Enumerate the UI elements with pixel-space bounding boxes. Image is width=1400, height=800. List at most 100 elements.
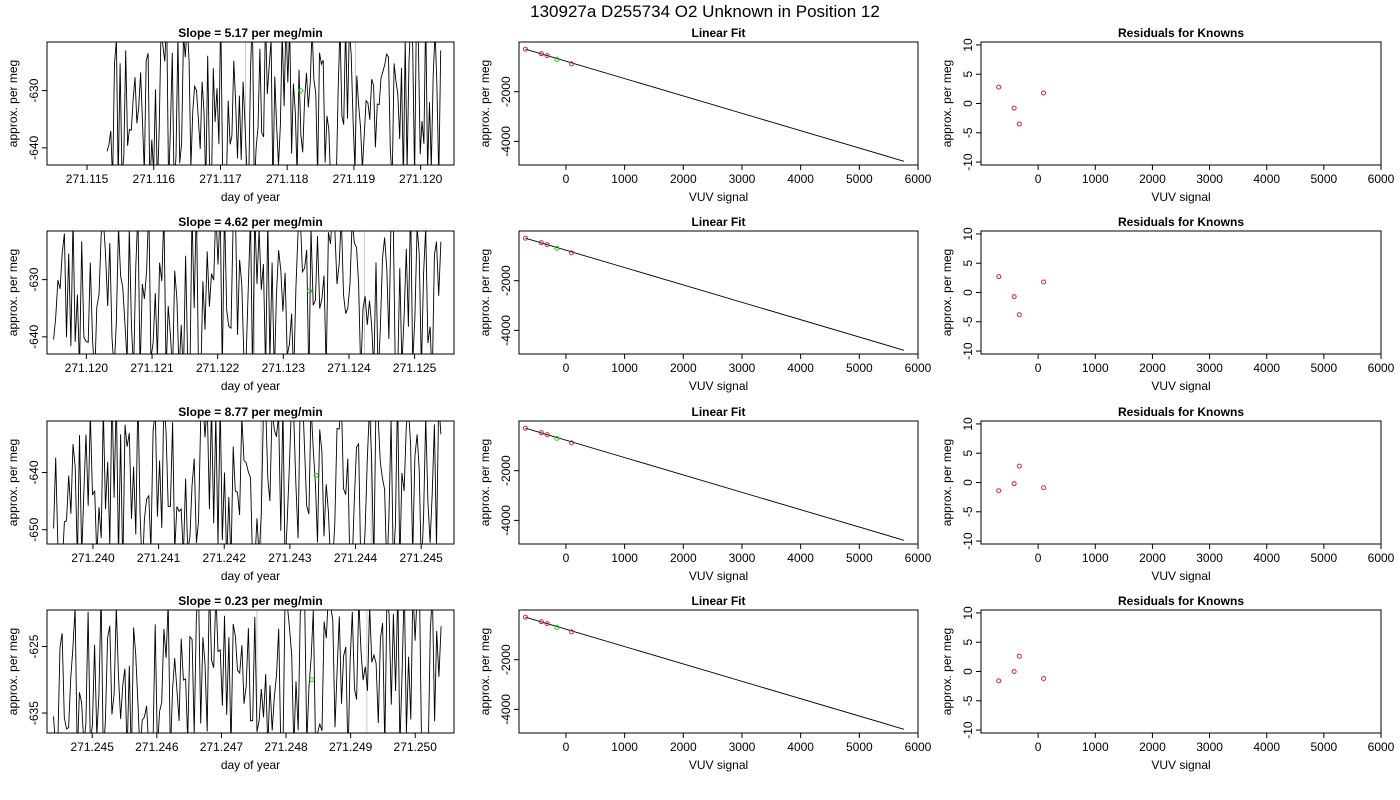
y-tick-label: -5: [961, 127, 975, 138]
x-tick-label: 271.250: [394, 740, 438, 754]
panel-title: Residuals for Knowns: [1118, 26, 1244, 40]
panel-r2-c3: Residuals for Knowns 0 1000 2000 3000 4000 500…: [940, 215, 1395, 393]
x-tick-label: 0: [1035, 551, 1042, 565]
y-tick-label: -630: [27, 78, 41, 102]
plot-area: [53, 231, 442, 354]
x-tick-label: 0: [563, 361, 570, 375]
y-tick-label: 0: [961, 289, 975, 296]
x-tick-label: 3000: [729, 361, 756, 375]
y-tick-label: 5: [961, 450, 975, 457]
x-tick-label: 271.122: [196, 361, 240, 375]
series-line: [53, 610, 442, 733]
y-axis-label: approx. per meg: [6, 439, 20, 526]
fit-line: [525, 427, 905, 541]
y-tick-label: -635: [27, 701, 41, 725]
y-tick-label: -625: [27, 634, 41, 658]
x-tick-label: 6000: [905, 172, 932, 186]
x-tick-label: 271.123: [262, 361, 306, 375]
y-tick-label: 5: [961, 260, 975, 267]
x-tick-label: 4000: [1253, 172, 1280, 186]
x-tick-label: 5000: [846, 740, 873, 754]
x-tick-label: 1000: [1082, 172, 1109, 186]
red-point: [996, 274, 1002, 280]
y-axis-label: approx. per meg: [6, 628, 20, 715]
red-point: [1016, 463, 1022, 469]
x-axis-label: day of year: [221, 758, 280, 772]
x-tick-label: 4000: [787, 551, 814, 565]
red-point: [538, 51, 544, 57]
red-point: [996, 488, 1002, 494]
x-tick-label: 3000: [1196, 551, 1223, 565]
red-point: [1016, 312, 1022, 318]
y-tick-label: -4000: [499, 126, 513, 157]
x-tick-label: 5000: [1311, 361, 1338, 375]
y-axis-label: approx. per meg: [940, 60, 954, 147]
plot-area: [106, 42, 442, 165]
x-tick-label: 4000: [1253, 740, 1280, 754]
red-point: [544, 621, 550, 627]
panel-title: Linear Fit: [691, 405, 745, 419]
x-tick-label: 5000: [1311, 551, 1338, 565]
panel-title: Slope = 0.23 per meg/min: [178, 594, 322, 608]
y-axis-label: approx. per meg: [940, 249, 954, 336]
plot-frame: [46, 420, 455, 545]
plot-area: [53, 610, 442, 733]
plot-frame: [518, 230, 919, 355]
x-tick-label: 6000: [1368, 361, 1395, 375]
x-tick-label: 271.120: [65, 361, 109, 375]
red-point: [1011, 481, 1017, 487]
red-point: [522, 425, 528, 431]
panel-r1-c3: Residuals for Knowns 0 1000 2000 3000 4000 500…: [940, 26, 1395, 204]
x-tick-label: 2000: [670, 551, 697, 565]
x-axis-label: day of year: [221, 569, 280, 583]
y-tick-label: 10: [961, 606, 975, 620]
x-tick-label: 3000: [729, 172, 756, 186]
y-tick-label: -640: [27, 460, 41, 484]
x-tick-label: 3000: [1196, 172, 1223, 186]
x-tick-label: 4000: [787, 740, 814, 754]
y-tick-label: -5: [961, 316, 975, 327]
x-tick-label: 271.121: [130, 361, 174, 375]
plot-area: [522, 235, 905, 351]
panel-r1-c1: Slope = 5.17 per meg/min 271.115 271.116 27…: [6, 26, 455, 204]
panel-r3-c1: Slope = 8.77 per meg/min 271.240 271.241 27…: [6, 405, 455, 583]
red-point: [522, 235, 528, 241]
y-axis-label: approx. per meg: [478, 60, 492, 147]
x-tick-label: 3000: [1196, 740, 1223, 754]
x-tick-label: 0: [563, 172, 570, 186]
red-point: [1016, 121, 1022, 127]
x-axis-label: VUV signal: [1151, 190, 1210, 204]
x-tick-label: 3000: [729, 740, 756, 754]
y-axis-label: approx. per meg: [478, 439, 492, 526]
panel-title: Slope = 4.62 per meg/min: [178, 215, 322, 229]
y-axis-label: approx. per meg: [478, 249, 492, 336]
red-point: [996, 84, 1002, 90]
y-tick-label: 10: [961, 38, 975, 52]
fit-line: [525, 237, 905, 351]
y-tick-label: -4000: [499, 315, 513, 346]
x-tick-label: 0: [1035, 740, 1042, 754]
panel-title: Residuals for Knowns: [1118, 405, 1244, 419]
green-point: [554, 624, 560, 630]
x-tick-label: 0: [1035, 361, 1042, 375]
x-axis-label: day of year: [221, 379, 280, 393]
plot-area: [996, 653, 1047, 684]
red-point: [996, 678, 1002, 684]
x-tick-label: 271.125: [393, 361, 437, 375]
green-point: [554, 435, 560, 441]
x-tick-label: 0: [563, 551, 570, 565]
fit-line: [525, 48, 905, 162]
plot-area: [522, 614, 905, 730]
y-tick-label: 5: [961, 639, 975, 646]
x-tick-label: 271.244: [334, 551, 378, 565]
x-tick-label: 6000: [905, 551, 932, 565]
x-axis-label: VUV signal: [689, 758, 748, 772]
x-tick-label: 2000: [1139, 172, 1166, 186]
x-tick-label: 1000: [1082, 361, 1109, 375]
y-tick-label: 0: [961, 100, 975, 107]
panel-title: Linear Fit: [691, 26, 745, 40]
panel-r4-c2: Linear Fit 0 1000 2000 3000 4000 5000 6000 -2000…: [478, 594, 932, 772]
red-point: [1041, 676, 1047, 682]
y-axis-label: approx. per meg: [6, 60, 20, 147]
